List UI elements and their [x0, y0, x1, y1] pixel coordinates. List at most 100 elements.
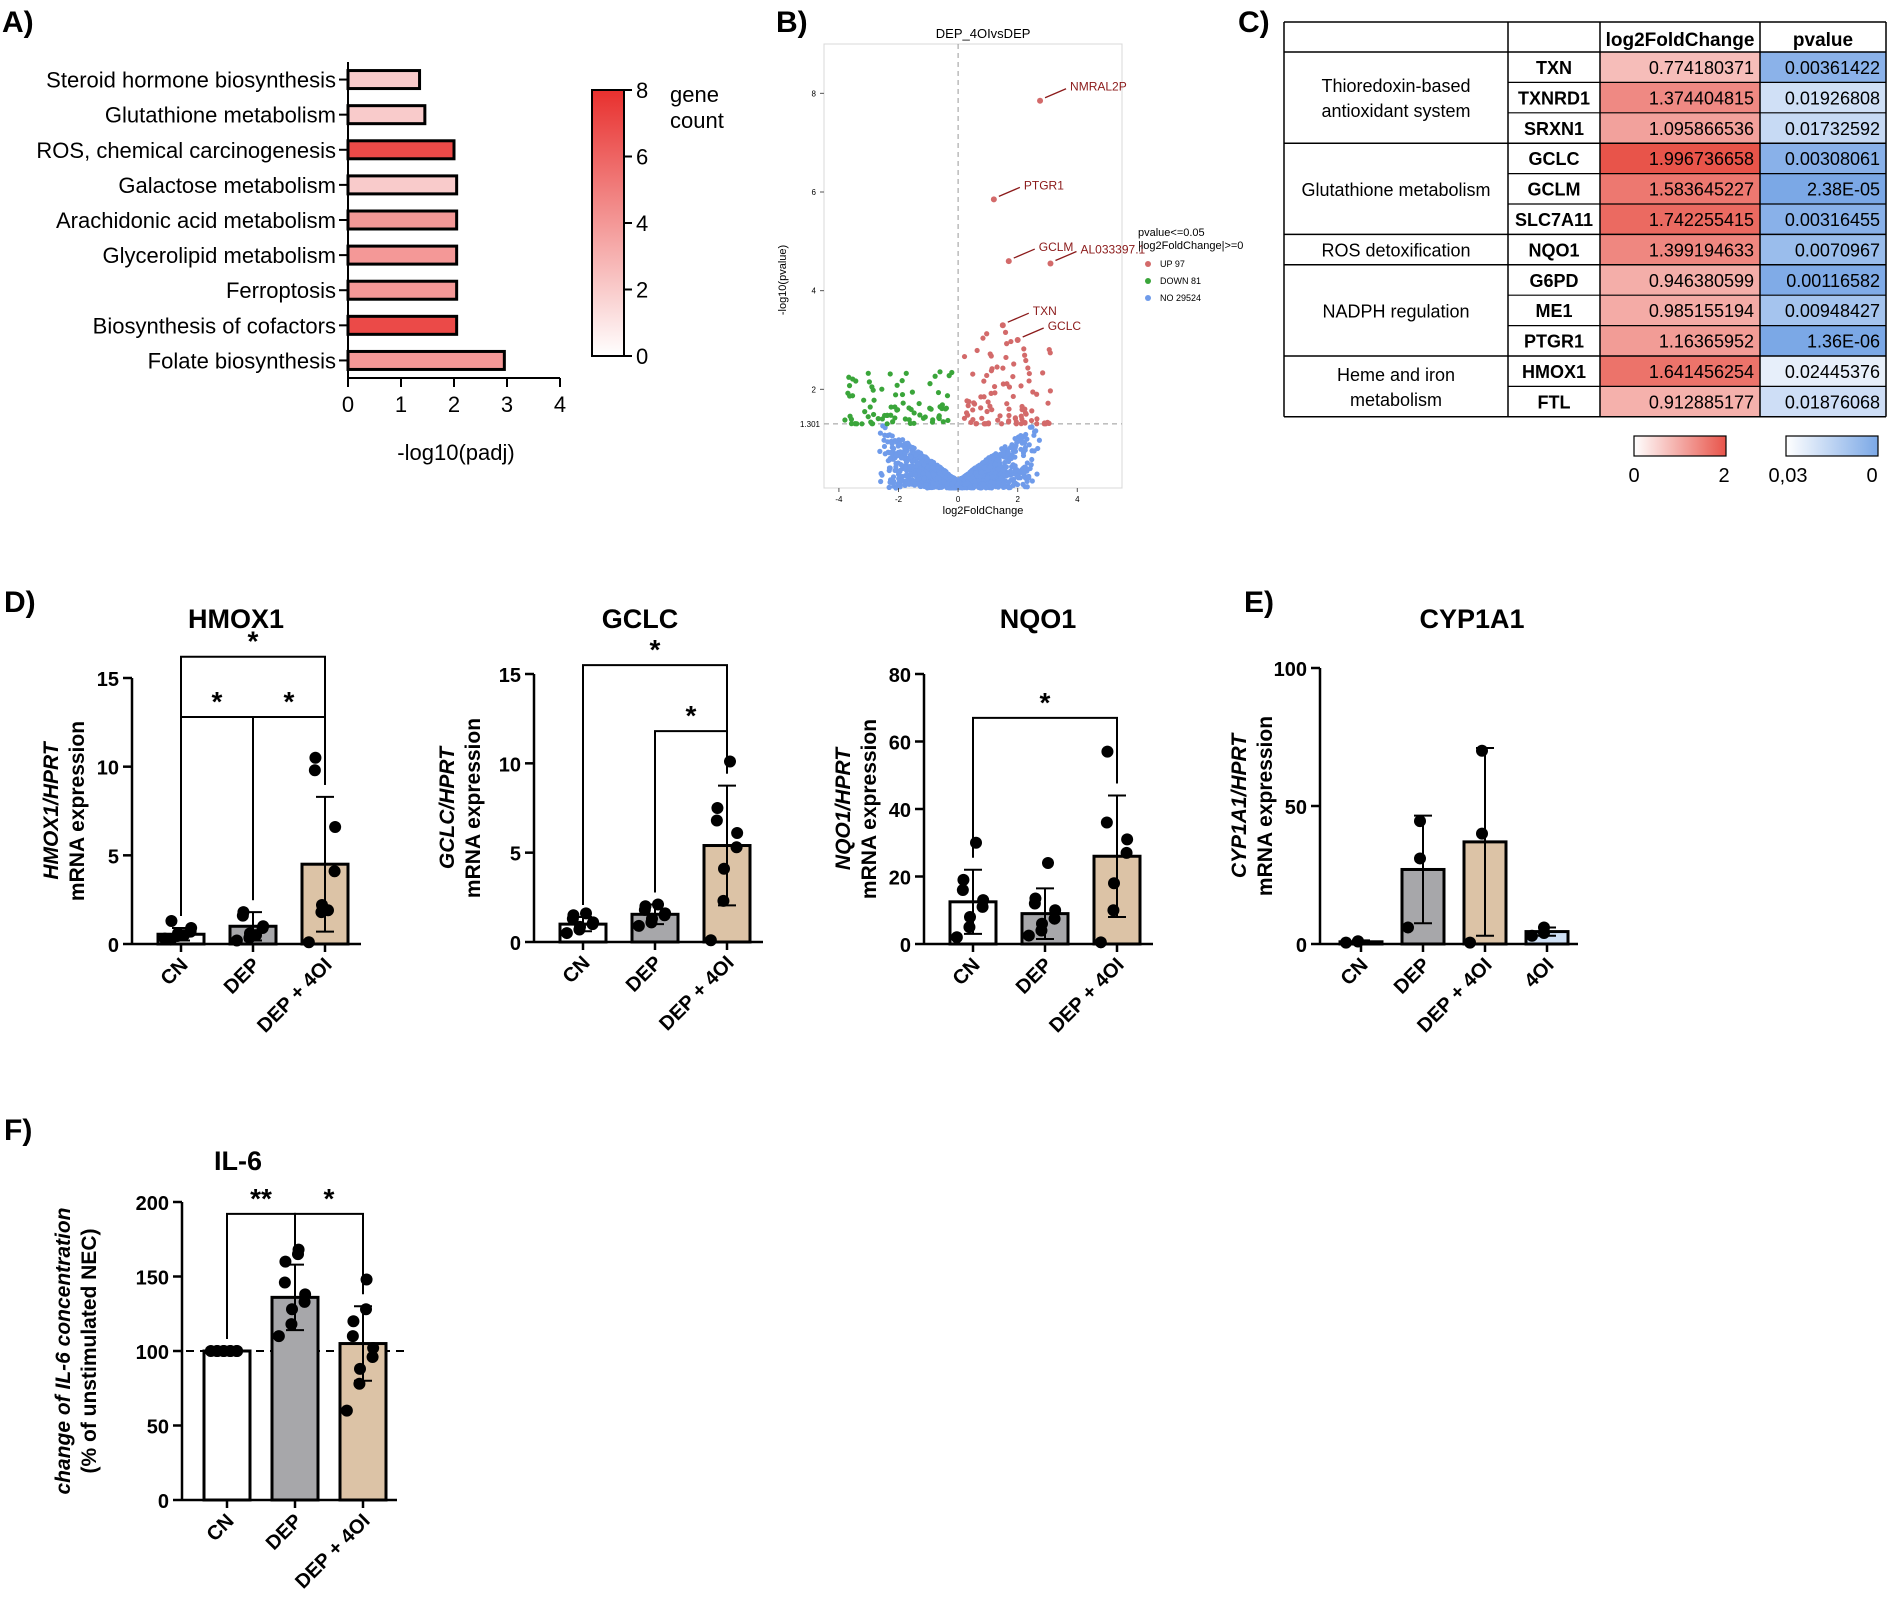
plot-title: NQO1 — [1000, 604, 1077, 634]
y-label-line: GCLC/HPRT — [436, 745, 459, 869]
fc-cell — [1600, 143, 1760, 174]
threshold-label: 1.301 — [800, 420, 821, 429]
point-up — [1045, 400, 1051, 406]
x-tick-label: 4OI — [1520, 954, 1558, 992]
point-ns — [981, 464, 987, 471]
point-down — [945, 417, 951, 424]
point-up — [994, 364, 1000, 370]
point-down — [900, 400, 906, 406]
fc-cell — [1600, 234, 1760, 265]
significance-label: * — [1040, 687, 1051, 718]
point-up — [1022, 419, 1028, 426]
point-ns — [967, 471, 973, 477]
data-point — [724, 755, 736, 768]
data-point — [1100, 816, 1113, 829]
point-ns — [951, 478, 957, 485]
fc-value: 0.912885177 — [1649, 392, 1754, 412]
point-down — [936, 414, 942, 421]
gene-name: GCLM — [1528, 180, 1581, 200]
y-tick-label: 2 — [812, 385, 817, 394]
pvalue-value: 0.01876068 — [1785, 392, 1880, 412]
point-up — [1022, 352, 1028, 358]
point-ns — [987, 464, 994, 470]
data-point — [272, 1330, 285, 1343]
gene-name: SRXN1 — [1524, 119, 1584, 139]
pathway-bar — [346, 174, 459, 196]
point-ns — [930, 480, 936, 487]
x-tick-label: DEP + 4OI — [1045, 954, 1128, 1037]
pvalue-cell — [1760, 204, 1886, 235]
data-point — [165, 914, 178, 927]
point-up — [1010, 373, 1016, 380]
data-point — [731, 827, 744, 840]
point-up — [970, 416, 976, 423]
plot-title: HMOX1 — [188, 604, 284, 634]
y-label-line: mRNA expression — [858, 719, 881, 899]
point-ns — [902, 473, 909, 479]
gene-arrow — [998, 186, 1021, 197]
y-tick-label: 50 — [147, 1417, 169, 1439]
point-ns — [917, 454, 923, 460]
point-ns — [893, 464, 899, 470]
data-point — [1464, 936, 1476, 949]
y-tick-label: 4 — [812, 287, 817, 296]
point-ns — [889, 433, 895, 439]
pathway-label: ROS, chemical carcinogenesis — [36, 138, 336, 163]
point-ns — [1023, 431, 1029, 438]
y-tick-label: 100 — [136, 1342, 169, 1364]
fc-scale-bar — [1633, 435, 1727, 457]
y-tick-label: 20 — [889, 868, 911, 890]
panel-e-cyp1a1: CYP1A1 0 50 100 CYP1A1/HPRT mRNA expression CN… — [1228, 604, 1578, 1037]
point-down — [909, 389, 916, 395]
point-down — [935, 389, 942, 396]
x-tick-label: DEP + 4OI — [253, 954, 336, 1037]
legend-label: NO 29524 — [1160, 293, 1201, 303]
y-tick-label: 0 — [510, 933, 521, 955]
data-point — [1414, 815, 1426, 828]
group-label: antioxidant system — [1321, 101, 1470, 121]
point-ns — [1034, 471, 1040, 477]
point-ns — [972, 483, 978, 489]
data-point — [957, 873, 970, 886]
data-point — [1120, 846, 1133, 859]
data-point — [224, 1345, 237, 1357]
x-tick-label: DEP + 4OI — [291, 1510, 374, 1593]
point-ns — [897, 441, 903, 447]
y-tick-label: 200 — [136, 1193, 169, 1215]
point-ns — [887, 455, 893, 462]
point-up — [984, 408, 990, 415]
point-up — [961, 353, 968, 360]
point-down — [911, 410, 917, 416]
point-ns — [996, 480, 1002, 486]
pvalue-cell — [1760, 356, 1886, 387]
data-point — [1476, 827, 1488, 840]
point-ns — [1010, 476, 1017, 482]
point-ns — [878, 478, 884, 485]
point-ns — [977, 474, 983, 480]
significance-bracket — [294, 1212, 364, 1295]
y-tick-label: 60 — [889, 733, 911, 755]
point-ns — [986, 455, 992, 461]
colorbar-tick-label: 4 — [636, 211, 648, 236]
volcano-ylabel: -log10(pvalue) — [777, 245, 789, 315]
point-down — [871, 397, 877, 403]
point-ns — [1022, 447, 1028, 453]
plot-title: GCLC — [602, 604, 679, 634]
gene-arrow — [1044, 88, 1067, 99]
point-up — [973, 420, 980, 427]
point-up — [1011, 361, 1017, 367]
data-point — [587, 916, 600, 929]
data-point — [354, 1362, 366, 1375]
panel-d-hmox1: HMOX1 0 5 10 15 HMOX1/HPRT mRNA expression CN DE… — [40, 604, 361, 1037]
point-ns — [962, 481, 968, 487]
y-tick-label: 0 — [900, 935, 911, 957]
point-ns — [944, 481, 950, 487]
group-label: Glutathione metabolism — [1301, 180, 1490, 200]
significance-label: * — [650, 634, 661, 665]
point-up — [978, 394, 984, 400]
fc-value: 0.946380599 — [1649, 271, 1754, 291]
point-ns — [881, 437, 887, 443]
data-point — [322, 904, 334, 917]
data-point — [1107, 904, 1120, 917]
point-up — [965, 412, 971, 418]
